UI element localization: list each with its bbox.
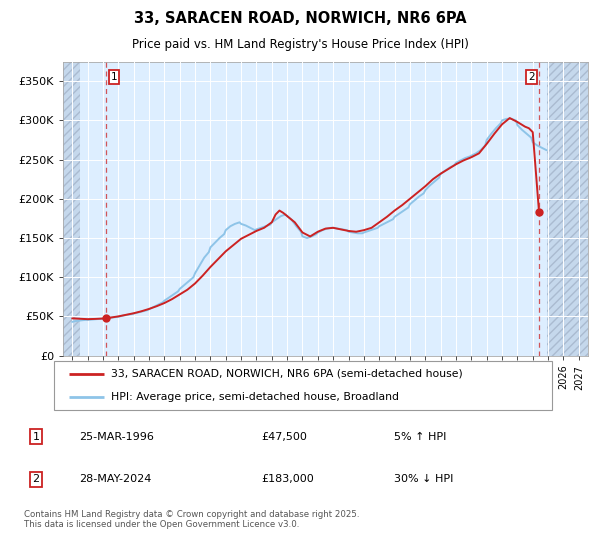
Text: 28-MAY-2024: 28-MAY-2024 — [79, 474, 152, 484]
FancyBboxPatch shape — [54, 361, 552, 410]
Text: £183,000: £183,000 — [262, 474, 314, 484]
Text: HPI: Average price, semi-detached house, Broadland: HPI: Average price, semi-detached house,… — [111, 391, 399, 402]
Text: Contains HM Land Registry data © Crown copyright and database right 2025.
This d: Contains HM Land Registry data © Crown c… — [24, 510, 359, 529]
Text: 2: 2 — [32, 474, 40, 484]
Text: 30% ↓ HPI: 30% ↓ HPI — [394, 474, 453, 484]
Bar — [547, 62, 588, 356]
Text: 33, SARACEN ROAD, NORWICH, NR6 6PA (semi-detached house): 33, SARACEN ROAD, NORWICH, NR6 6PA (semi… — [111, 369, 463, 379]
Text: 5% ↑ HPI: 5% ↑ HPI — [394, 432, 446, 442]
Text: 33, SARACEN ROAD, NORWICH, NR6 6PA: 33, SARACEN ROAD, NORWICH, NR6 6PA — [134, 11, 466, 26]
Text: 2: 2 — [528, 72, 535, 82]
Text: £47,500: £47,500 — [262, 432, 307, 442]
Text: 1: 1 — [110, 72, 117, 82]
Text: 1: 1 — [32, 432, 40, 442]
Text: Price paid vs. HM Land Registry's House Price Index (HPI): Price paid vs. HM Land Registry's House … — [131, 38, 469, 50]
Bar — [63, 62, 80, 356]
Text: 25-MAR-1996: 25-MAR-1996 — [79, 432, 154, 442]
